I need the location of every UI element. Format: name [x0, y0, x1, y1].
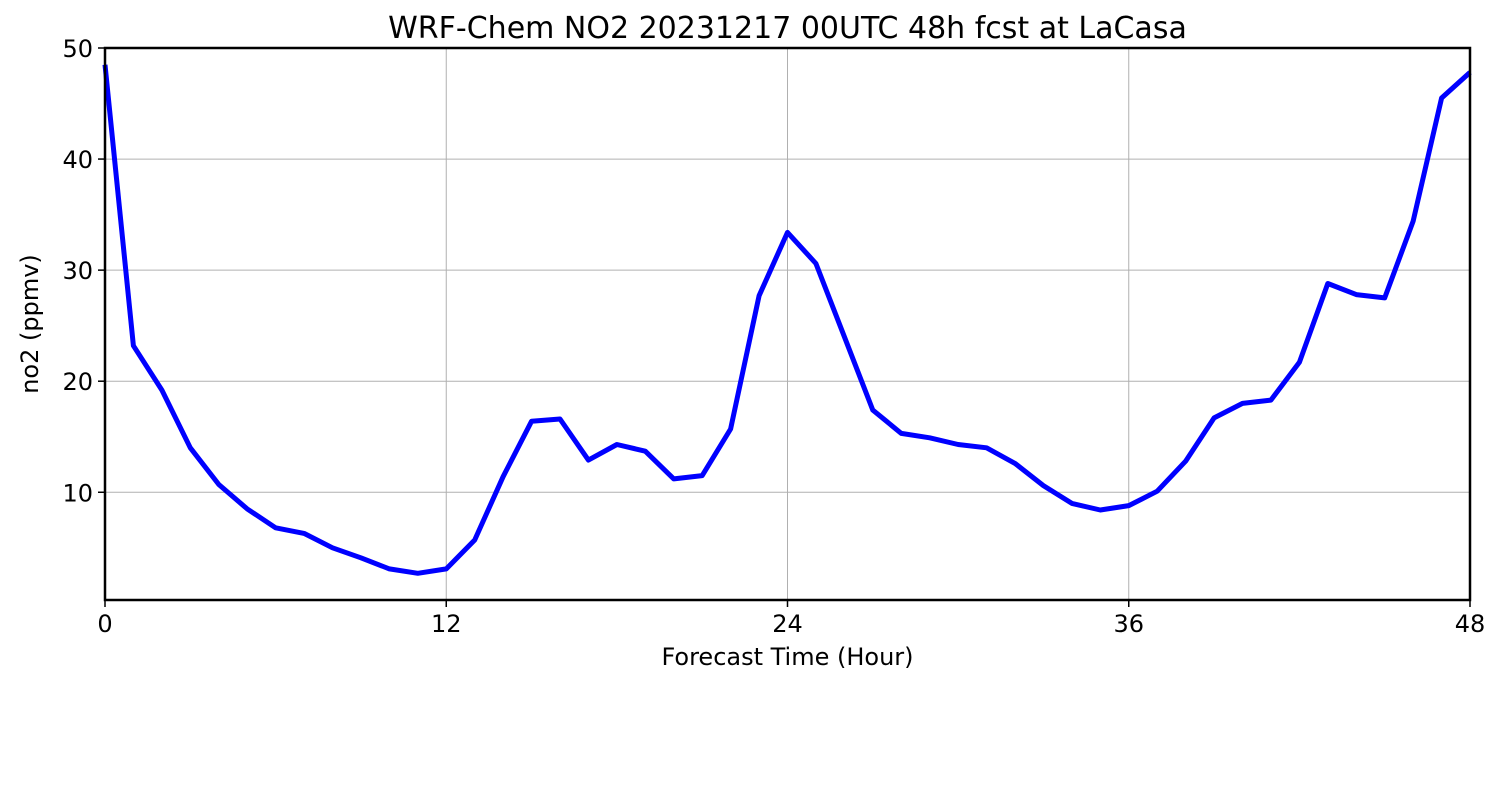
x-tick-label: 48	[1455, 610, 1486, 638]
y-tick-label: 50	[62, 35, 93, 63]
y-tick-label: 30	[62, 257, 93, 285]
series-layer	[102, 64, 1472, 576]
no2-series-line	[102, 64, 1472, 576]
y-tick-label: 10	[62, 479, 93, 507]
y-tick-label: 40	[62, 146, 93, 174]
chart-title: WRF-Chem NO2 20231217 00UTC 48h fcst at …	[388, 11, 1187, 46]
x-tick-label: 24	[772, 610, 803, 638]
x-tick-label: 12	[431, 610, 462, 638]
y-tick-label: 20	[62, 368, 93, 396]
x-axis-label: Forecast Time (Hour)	[661, 643, 913, 671]
ticks: 0 12 24 36 48 10 20 30 40 50	[62, 35, 1485, 638]
y-axis-label: no2 (ppmv)	[16, 254, 44, 394]
x-tick-label: 36	[1113, 610, 1144, 638]
x-tick-label: 0	[97, 610, 112, 638]
